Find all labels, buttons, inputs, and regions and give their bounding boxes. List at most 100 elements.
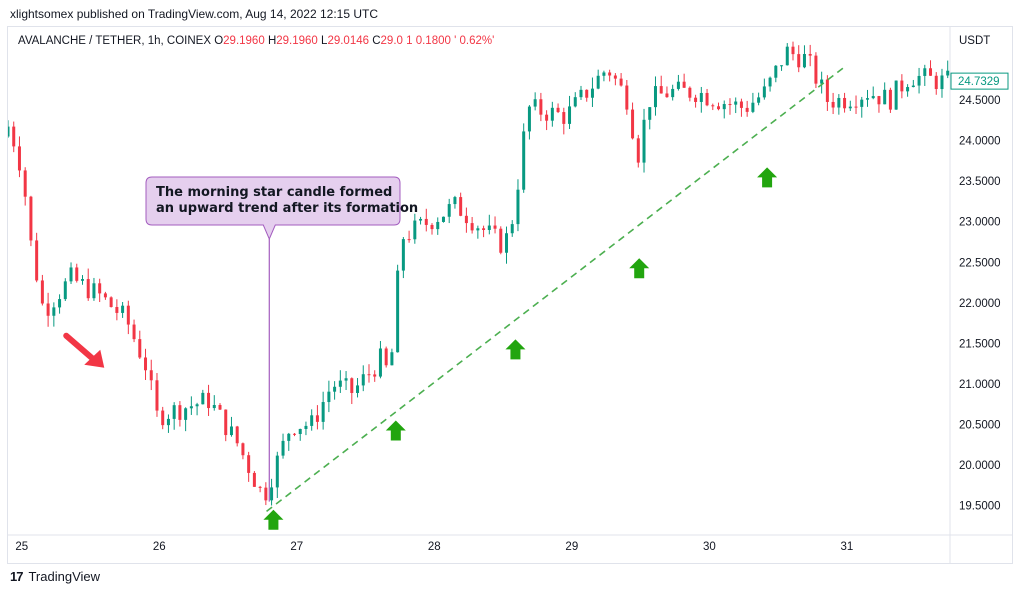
time-tick-label: 28 [428, 541, 441, 553]
candle-body [149, 370, 153, 381]
candle-body [888, 89, 892, 110]
candle-body [252, 472, 256, 487]
close-label: C [372, 35, 381, 47]
candle-body [132, 324, 136, 340]
candle-body [568, 106, 572, 124]
candle-body [619, 78, 623, 86]
candle-body [613, 75, 617, 79]
candle-body [338, 380, 342, 387]
candle-body [229, 426, 233, 436]
candle-body [407, 239, 411, 241]
candle-body [292, 433, 296, 435]
candle-body [161, 410, 165, 426]
price-tick-label: 20.5000 [959, 420, 1001, 432]
candle-body [184, 408, 188, 420]
candle-body [275, 455, 279, 488]
candle-body [396, 270, 400, 353]
candle-body [550, 107, 554, 121]
tradingview-logo-icon[interactable]: 17 [10, 569, 24, 584]
candle-body [166, 418, 170, 426]
candle-body [900, 80, 904, 92]
chart-frame [7, 26, 1013, 564]
candle-body [287, 433, 291, 441]
candle-body [69, 267, 73, 282]
candle-body [436, 221, 440, 230]
candle-body [361, 374, 365, 386]
candle-body [883, 89, 887, 105]
price-tick-label: 23.0000 [959, 217, 1001, 229]
candle-body [636, 138, 640, 163]
symbol-name[interactable]: AVALANCHE / TETHER, 1h, COINEX [18, 35, 211, 47]
candle-body [195, 404, 199, 407]
current-price-tag [950, 72, 1009, 90]
candle-body [75, 267, 79, 281]
candle-body [270, 487, 274, 501]
down-arrow-icon [84, 349, 105, 368]
candle-body [585, 89, 589, 98]
candle-body [505, 233, 509, 253]
candle-body [665, 93, 669, 98]
candle-body [373, 374, 377, 377]
candle-body [453, 197, 457, 205]
support-trendline [266, 64, 848, 512]
candle-body [350, 378, 354, 393]
open-label: O [214, 35, 224, 47]
candle-body [923, 68, 927, 76]
candle-body [705, 92, 709, 106]
candle-body [126, 305, 130, 325]
candle-body [757, 97, 761, 103]
candle-body [212, 405, 216, 409]
candle-body [476, 228, 480, 231]
candle-body [23, 170, 27, 197]
up-arrow-icon [629, 258, 650, 279]
currency-label: USDT [959, 35, 990, 47]
candle-body [911, 85, 915, 88]
candle-body [533, 99, 537, 107]
candle-body [848, 106, 852, 109]
candle-body [12, 126, 16, 147]
candle-body [247, 455, 251, 473]
candle-body [946, 70, 950, 76]
candle-body [802, 53, 806, 68]
high-value: 29.1960 [276, 35, 318, 47]
candle-body [258, 486, 262, 488]
candle-body [751, 102, 755, 112]
candle-body [837, 97, 841, 108]
candle-body [384, 348, 388, 366]
candle-body [717, 106, 721, 110]
annotation-line-2: an upward trend after its formation [156, 201, 418, 216]
candle-body [441, 216, 445, 222]
candle-body [144, 357, 148, 371]
candle-body [631, 109, 635, 139]
candle-body [831, 101, 835, 108]
candles-group [8, 41, 950, 506]
candle-body [344, 378, 348, 381]
candle-body [264, 487, 268, 501]
footer-brand[interactable]: TradingView [28, 569, 101, 584]
candle-body [155, 380, 159, 411]
candle-body [940, 75, 944, 90]
candle-body [218, 405, 222, 410]
candle-body [63, 281, 67, 300]
candle-body [321, 402, 325, 422]
candle-body [487, 225, 491, 231]
candle-body [929, 68, 933, 76]
candle-body [447, 204, 451, 217]
candle-body [522, 131, 526, 190]
candle-body [52, 307, 56, 316]
candle-body [602, 72, 606, 76]
candle-body [843, 97, 847, 109]
candle-body [556, 107, 560, 113]
candle-body [860, 99, 864, 107]
candle-body [734, 101, 738, 105]
price-tick-label: 23.5000 [959, 176, 1001, 188]
footer: 17 TradingView [10, 569, 100, 584]
candle-body [688, 87, 692, 98]
change-value: 1 0.1800 ' 0.62%' [406, 35, 495, 47]
candle-body [29, 196, 33, 241]
time-tick-label: 26 [153, 541, 166, 553]
candle-body [178, 405, 182, 420]
time-tick-label: 31 [840, 541, 853, 553]
up-arrow-icon [757, 167, 778, 188]
